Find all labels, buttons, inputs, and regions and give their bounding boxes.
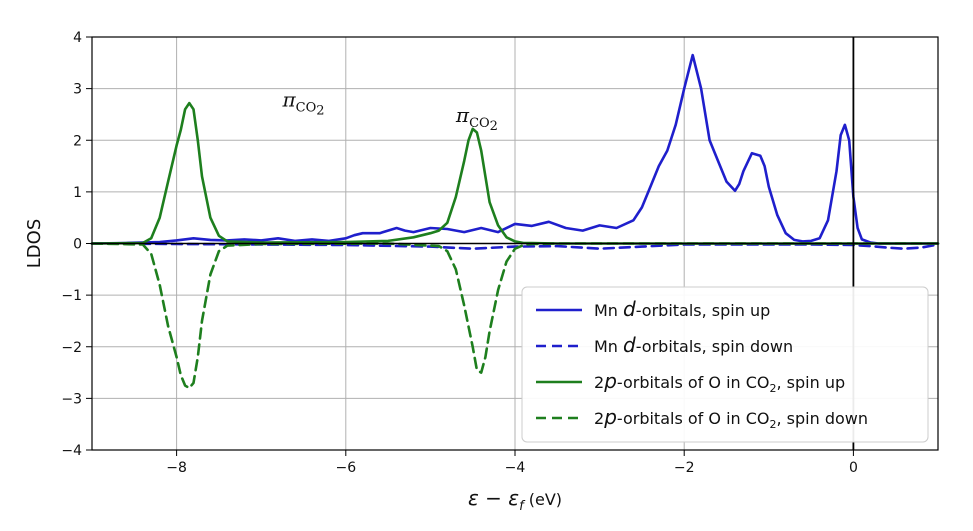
- x-tick-label: −2: [674, 460, 695, 476]
- series-line-2: [90, 242, 940, 250]
- x-axis-label-unit: (eV): [524, 490, 562, 509]
- legend-label-pre: 2: [594, 409, 604, 428]
- annotation-sub: CO: [296, 101, 317, 116]
- legend-label-4: 2p-orbitals of O in CO2, spin down: [594, 405, 868, 431]
- legend-label-italic: p: [603, 369, 617, 393]
- y-tick-label: −2: [61, 340, 82, 356]
- y-axis-label: LDOS: [24, 219, 45, 268]
- legend-label-2: Mn d-orbitals, spin down: [594, 333, 793, 357]
- legend-label-italic: d: [623, 333, 636, 357]
- legend-label-3: 2p-orbitals of O in CO2, spin up: [594, 369, 845, 395]
- annotation-pi-co2-1: πCO2: [281, 88, 324, 119]
- legend-label-post: -orbitals of O in CO: [617, 409, 770, 428]
- y-tick-label: −1: [61, 288, 82, 304]
- y-tick-label: 3: [73, 82, 82, 98]
- legend-label-pre: Mn: [594, 301, 623, 320]
- legend-label-pre: 2: [594, 373, 604, 392]
- annotation-symbol: π: [455, 103, 470, 127]
- annotation-subsub: 2: [490, 119, 498, 134]
- legend-label-italic: d: [623, 297, 636, 321]
- legend-label-tail: , spin up: [777, 373, 846, 392]
- legend-box: [521, 286, 929, 443]
- annotation-sub: CO: [469, 116, 490, 131]
- series-layer: [90, 53, 940, 390]
- x-tick-label: −8: [166, 460, 187, 476]
- x-tick-label: 0: [849, 460, 858, 476]
- y-tick-label: 1: [73, 185, 82, 201]
- legend-label-subscript: 2: [770, 382, 777, 395]
- y-tick-label: 0: [73, 237, 82, 253]
- legend-label-post: -orbitals of O in CO: [617, 373, 770, 392]
- legend-label-italic: p: [603, 405, 617, 429]
- legend-label-subscript: 2: [770, 418, 777, 431]
- legend-label-pre: Mn: [594, 337, 623, 356]
- x-axis-label-main: ε − ε: [468, 486, 519, 510]
- annotation-pi-co2-2: πCO2: [455, 103, 498, 134]
- x-axis-label-sub: f: [519, 499, 526, 514]
- annotation-symbol: π: [281, 88, 296, 112]
- series-line-4: [90, 242, 940, 390]
- axes: −8 −6 −4 −2 0 −4 −3 −2 −1 0 1 2 3 4 ε − εf (eV) LDOS: [24, 30, 939, 514]
- x-tick-label: −4: [505, 460, 526, 476]
- x-axis-label: ε − εf (eV): [468, 486, 562, 514]
- series-line-1: [90, 53, 940, 245]
- series-line-3: [90, 101, 940, 245]
- legend-label-1: Mn d-orbitals, spin up: [594, 297, 770, 321]
- legend-label-tail: , spin down: [777, 409, 869, 428]
- annotations: πCO2 πCO2: [281, 88, 497, 134]
- y-tick-label: −4: [61, 443, 82, 459]
- legend-label-post: -orbitals, spin down: [636, 337, 793, 356]
- x-tick-label: −6: [335, 460, 356, 476]
- legend-label-post: -orbitals, spin up: [636, 301, 771, 320]
- y-tick-label: 4: [73, 30, 82, 46]
- annotation-subsub: 2: [316, 104, 324, 119]
- y-tick-label: −3: [61, 391, 82, 407]
- y-tick-label: 2: [73, 133, 82, 149]
